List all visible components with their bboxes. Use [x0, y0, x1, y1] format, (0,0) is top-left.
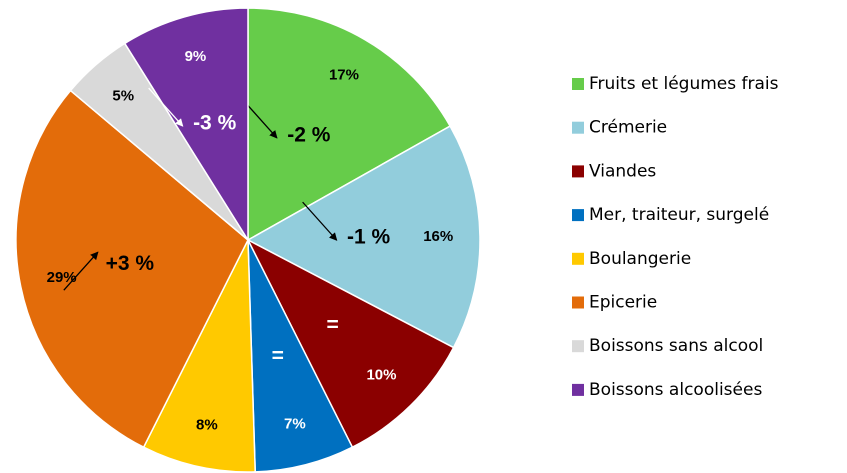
- legend-label: Epicerie: [589, 293, 657, 313]
- legend-label: Fruits et légumes frais: [589, 74, 779, 94]
- pie-slice: [123, 7, 249, 243]
- pie-slice: [246, 125, 481, 349]
- data-label: 9%: [185, 48, 207, 65]
- change-label: -2 %: [287, 123, 331, 146]
- pie-slice: [15, 89, 249, 449]
- legend-swatch: [572, 340, 584, 353]
- data-label: 10%: [366, 367, 396, 384]
- legend-label: Viandes: [589, 161, 656, 181]
- change-arrow: [148, 87, 184, 127]
- data-label: 5%: [112, 87, 134, 104]
- legend-swatch: [572, 252, 584, 265]
- legend-swatch: [572, 121, 584, 134]
- pie-slice: [247, 7, 452, 242]
- legend-label: Crémerie: [589, 118, 667, 138]
- pie-slice: [246, 238, 455, 449]
- change-label: +3 %: [106, 252, 155, 275]
- legend-label: Boissons alcoolisées: [589, 380, 762, 400]
- legend-swatch: [572, 296, 584, 309]
- legend-swatch: [572, 78, 584, 90]
- pie-slice: [142, 239, 256, 473]
- legend-swatch: [572, 209, 584, 222]
- legend-swatch: [572, 383, 584, 396]
- data-label: 16%: [423, 228, 453, 245]
- data-label: 29%: [47, 269, 77, 286]
- change-label: =: [327, 314, 339, 337]
- legend-label: Boulangerie: [589, 249, 691, 269]
- data-label: 7%: [284, 415, 306, 432]
- change-label: =: [272, 344, 284, 367]
- legend-swatch: [572, 165, 584, 178]
- data-label: 8%: [196, 417, 218, 434]
- change-arrow: [63, 251, 99, 291]
- change-label: -1 %: [347, 226, 391, 249]
- change-arrow: [302, 201, 338, 241]
- data-label: 17%: [329, 67, 359, 84]
- legend-label: Mer, traiteur, surgelé: [589, 205, 769, 225]
- change-label: -3 %: [193, 112, 237, 135]
- legend-label: Boissons sans alcool: [589, 336, 763, 356]
